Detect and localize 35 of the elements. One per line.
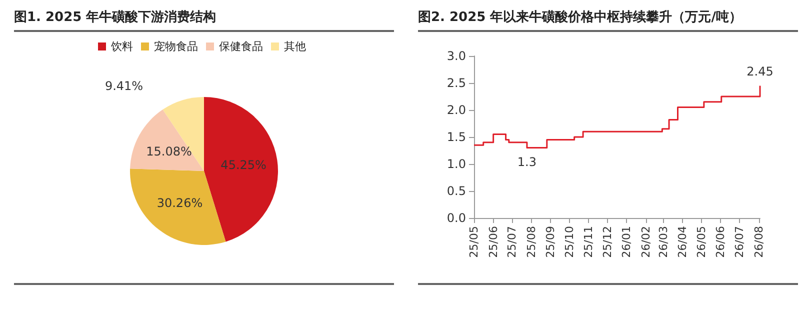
legend-label: 饮料 bbox=[110, 40, 133, 53]
x-tick-label: 26/03 bbox=[656, 226, 670, 258]
legend-label: 其他 bbox=[284, 40, 306, 53]
x-tick-label: 25/12 bbox=[600, 226, 614, 258]
data-label: 2.45 bbox=[746, 64, 774, 79]
x-tick-label: 25/05 bbox=[468, 226, 480, 258]
y-tick-label: 3.0 bbox=[446, 49, 466, 63]
data-label: 45.25% bbox=[220, 158, 266, 172]
y-tick-label: 0.0 bbox=[446, 211, 466, 225]
chart-title: 图2. 2025 年以来牛磺酸价格中枢持续攀升（万元/吨） bbox=[418, 6, 798, 32]
data-label: 15.08% bbox=[146, 144, 192, 159]
x-tick-label: 26/02 bbox=[639, 226, 652, 258]
x-tick-label: 25/08 bbox=[524, 226, 538, 258]
y-tick-label: 1.0 bbox=[446, 157, 466, 171]
x-tick-label: 26/08 bbox=[752, 226, 766, 258]
x-tick-label: 25/11 bbox=[582, 226, 596, 258]
y-tick-label: 2.0 bbox=[446, 103, 466, 117]
data-label: 9.41% bbox=[104, 78, 144, 93]
legend-label: 宠物食品 bbox=[154, 40, 198, 53]
x-tick-label: 25/07 bbox=[506, 226, 519, 258]
x-tick-label: 25/10 bbox=[562, 226, 576, 258]
chart-title: 图1. 2025 年牛磺酸下游消费结构 bbox=[14, 6, 394, 32]
y-tick-label: 2.5 bbox=[446, 76, 466, 90]
x-tick-label: 26/01 bbox=[620, 226, 634, 258]
legend-label: 保健食品 bbox=[219, 40, 263, 53]
x-tick-label: 25/06 bbox=[486, 226, 500, 258]
x-tick-label: 25/09 bbox=[544, 226, 558, 258]
y-tick-label: 1.5 bbox=[446, 130, 466, 144]
x-tick-label: 26/05 bbox=[694, 226, 708, 258]
x-tick-label: 26/07 bbox=[732, 226, 746, 258]
x-tick-label: 26/04 bbox=[676, 226, 690, 258]
data-label: 1.3 bbox=[517, 154, 537, 169]
y-tick-label: 0.5 bbox=[446, 184, 466, 198]
x-tick-label: 26/06 bbox=[714, 226, 728, 258]
data-label: 30.26% bbox=[156, 196, 203, 210]
